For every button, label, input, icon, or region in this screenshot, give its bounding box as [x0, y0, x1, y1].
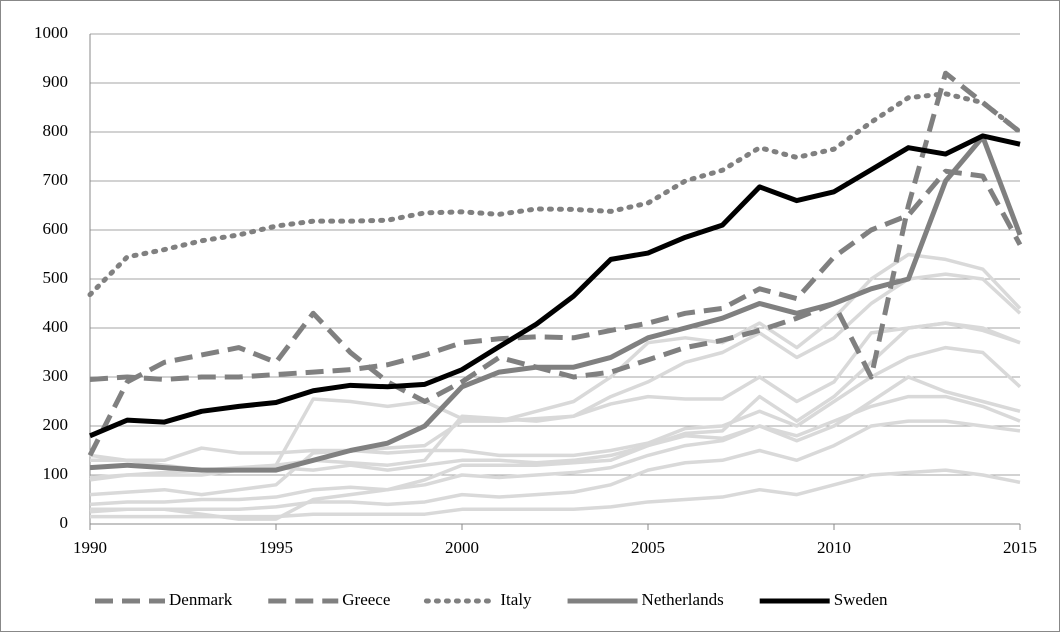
x-tick-label: 2015 — [1003, 538, 1037, 557]
y-tick-label: 1000 — [34, 23, 68, 42]
x-tick-label: 1990 — [73, 538, 107, 557]
legend-label: Sweden — [834, 590, 888, 609]
y-tick-label: 400 — [43, 317, 69, 336]
x-tick-label: 2000 — [445, 538, 479, 557]
background-line — [89, 394, 1021, 507]
series-line — [87, 70, 1022, 457]
y-tick-label: 200 — [43, 415, 69, 434]
background-line — [90, 468, 1021, 519]
background-line — [89, 419, 1021, 514]
series-line — [89, 133, 1021, 439]
y-tick-label: 900 — [43, 72, 69, 91]
y-tick-label: 800 — [43, 121, 69, 140]
y-tick-label: 600 — [43, 219, 69, 238]
series-line — [89, 134, 1023, 473]
series-line — [89, 168, 1023, 382]
x-tick-label: 1995 — [259, 538, 293, 557]
x-tick-label: 2005 — [631, 538, 665, 557]
background-line — [89, 252, 1022, 497]
series-line — [87, 91, 1023, 298]
x-tick-label: 2010 — [817, 538, 851, 557]
background-line — [90, 345, 1022, 463]
y-tick-label: 700 — [43, 170, 69, 189]
legend-label: Denmark — [169, 590, 233, 609]
y-tick-label: 100 — [43, 464, 69, 483]
legend-label: Netherlands — [642, 590, 724, 609]
legend-label: Greece — [342, 590, 390, 609]
background-line — [90, 375, 1021, 521]
y-tick-label: 300 — [43, 366, 69, 385]
y-tick-label: 0 — [60, 513, 69, 532]
y-tick-label: 500 — [43, 268, 69, 287]
legend-label: Italy — [500, 590, 532, 609]
